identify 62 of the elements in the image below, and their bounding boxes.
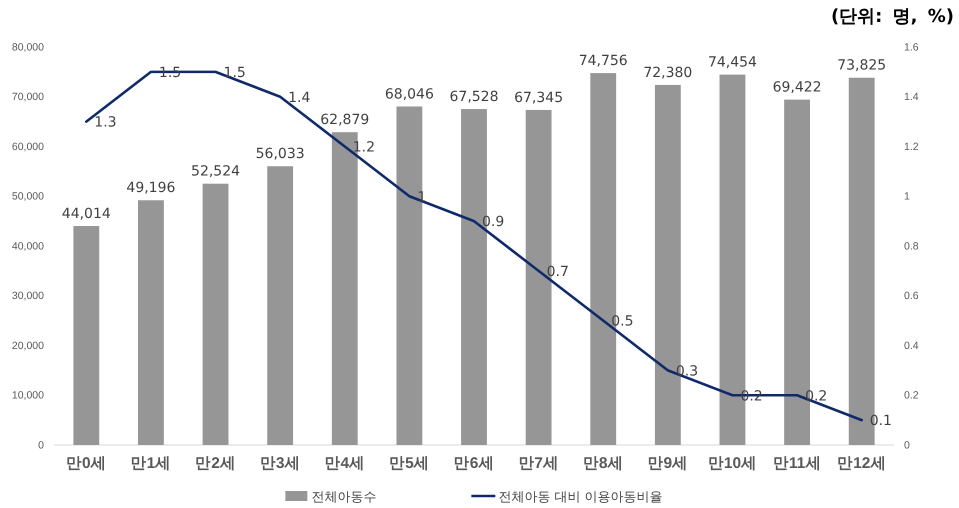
data-label: 1.3 bbox=[94, 114, 117, 131]
data-label: 44,014 bbox=[62, 206, 111, 222]
y2-tick-label: 0.2 bbox=[904, 390, 919, 402]
bar bbox=[73, 226, 100, 445]
data-label: 0.5 bbox=[611, 314, 634, 330]
y-tick-label: 60,000 bbox=[12, 140, 44, 153]
y2-tick-label: 0 bbox=[904, 439, 910, 452]
bar bbox=[138, 200, 164, 445]
data-label: 49,196 bbox=[126, 180, 176, 196]
y-tick-label: 80,000 bbox=[12, 41, 44, 54]
data-label: 67,345 bbox=[514, 90, 564, 106]
x-tick-label: 만10세 bbox=[708, 455, 758, 472]
data-label: 1.5 bbox=[224, 64, 246, 81]
x-tick-label: 만3세 bbox=[260, 455, 300, 472]
data-label: 73,825 bbox=[837, 58, 886, 74]
y2-tick-label: 1.6 bbox=[904, 41, 919, 54]
bar bbox=[267, 166, 294, 445]
y-tick-label: 20,000 bbox=[12, 340, 44, 352]
y2-tick-label: 1 bbox=[904, 190, 910, 203]
data-label: 72,380 bbox=[643, 64, 692, 81]
data-label: 69,422 bbox=[772, 80, 822, 96]
bar bbox=[202, 184, 228, 445]
data-label: 68,046 bbox=[384, 86, 434, 102]
y2-tick-label: 0.4 bbox=[904, 340, 919, 352]
x-tick-label: 만0세 bbox=[66, 455, 107, 472]
data-label: 1 bbox=[417, 189, 426, 206]
data-label: 0.2 bbox=[805, 388, 828, 404]
y-tick-label: 0 bbox=[38, 439, 44, 452]
x-tick-label: 만9세 bbox=[648, 455, 688, 472]
y-tick-label: 40,000 bbox=[12, 240, 44, 252]
y-tick-label: 10,000 bbox=[12, 390, 44, 402]
data-label: 0.9 bbox=[482, 214, 504, 230]
data-label: 0.1 bbox=[870, 413, 892, 430]
x-tick-label: 만6세 bbox=[454, 455, 494, 472]
data-label: 1.4 bbox=[288, 90, 311, 106]
data-label: 74,454 bbox=[708, 54, 758, 71]
legend-label: 전체아동 대비 이용아동비율 bbox=[498, 490, 663, 505]
x-tick-label: 만2세 bbox=[195, 455, 236, 472]
y2-tick-label: 0.6 bbox=[904, 290, 919, 302]
x-tick-label: 만1세 bbox=[130, 455, 172, 472]
data-label: 62,879 bbox=[320, 112, 370, 128]
x-tick-label: 만4세 bbox=[324, 455, 366, 472]
x-tick-label: 만5세 bbox=[389, 455, 430, 472]
legend-label: 전체아동수 bbox=[311, 490, 376, 505]
data-label: 52,524 bbox=[191, 164, 240, 180]
y2-tick-label: 1.4 bbox=[904, 91, 919, 104]
x-tick-label: 만11세 bbox=[772, 455, 822, 472]
y-tick-label: 70,000 bbox=[12, 91, 44, 104]
y-tick-label: 30,000 bbox=[12, 290, 44, 302]
data-label: 74,756 bbox=[578, 53, 628, 70]
text: (단위: 명, %) bbox=[830, 6, 954, 27]
data-label: 1.2 bbox=[352, 140, 376, 156]
x-tick-label: 만7세 bbox=[518, 455, 559, 472]
x-tick-label: 만8세 bbox=[582, 455, 624, 472]
data-label: 0.3 bbox=[676, 363, 698, 380]
data-label: 56,033 bbox=[256, 146, 305, 162]
y2-tick-label: 0.8 bbox=[904, 240, 919, 252]
data-label: 67,528 bbox=[450, 89, 498, 106]
y2-tick-label: 1.2 bbox=[904, 140, 919, 153]
data-label: 0.7 bbox=[546, 264, 569, 280]
x-tick-label: 만12세 bbox=[837, 455, 886, 472]
y-tick-label: 50,000 bbox=[12, 190, 44, 203]
